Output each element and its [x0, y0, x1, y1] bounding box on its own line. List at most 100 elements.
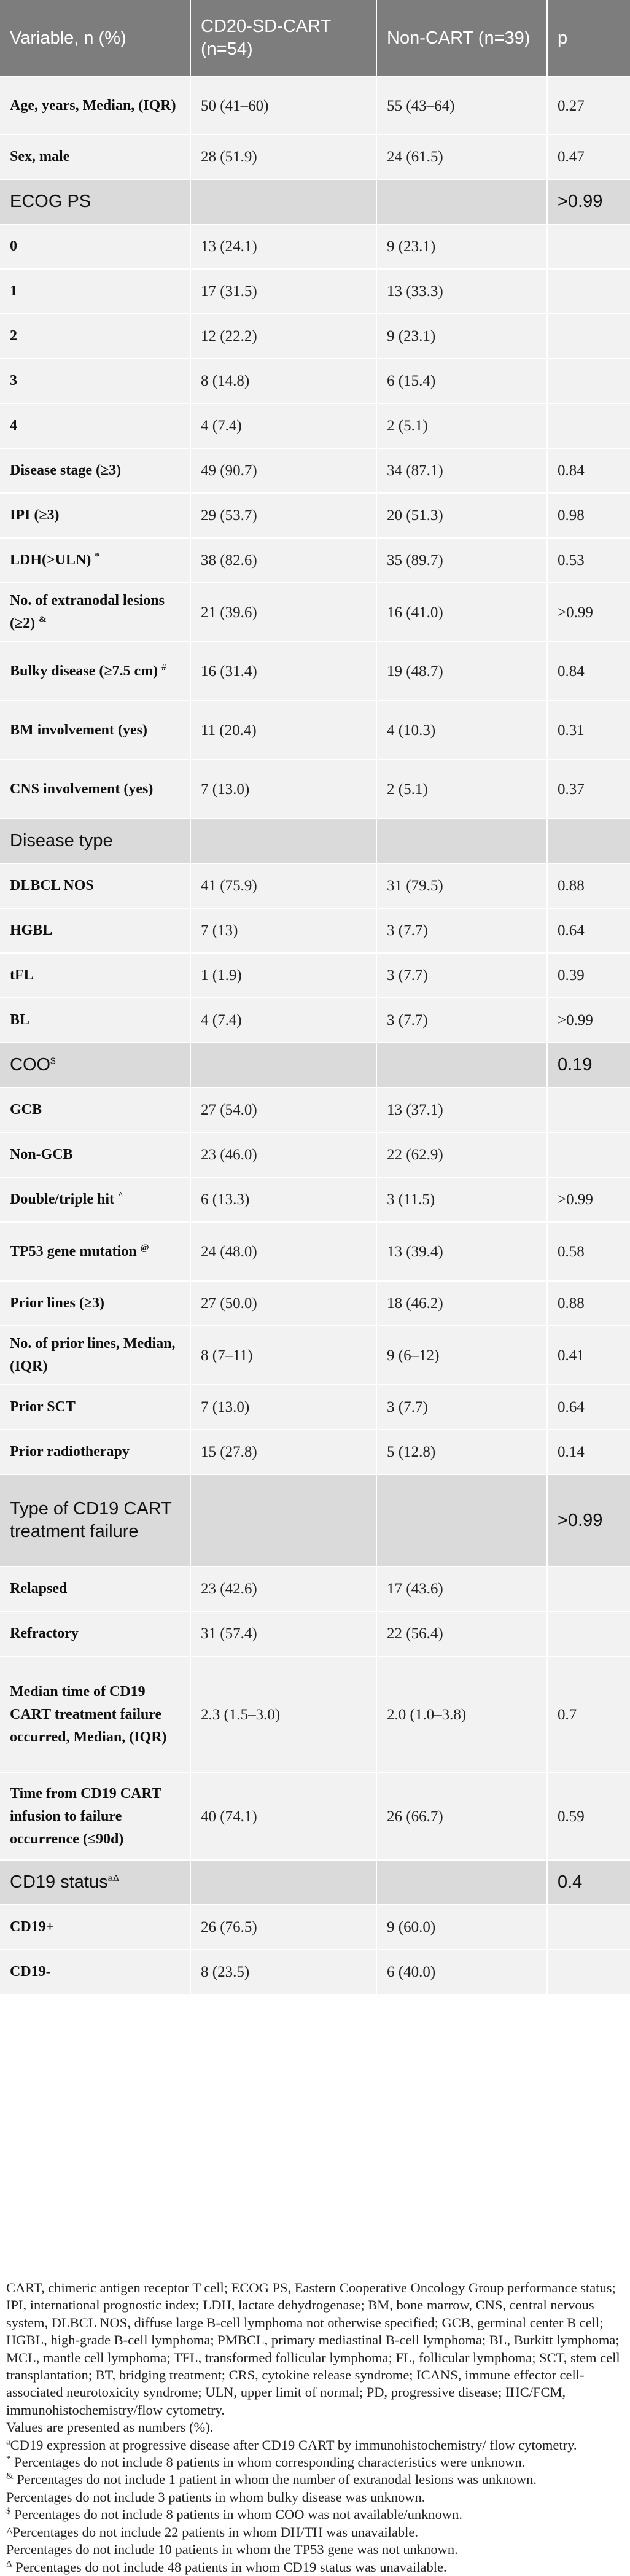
noncart-cell: 26 (66.7) — [376, 1773, 548, 1861]
row-label: CD19- — [0, 1950, 191, 1995]
section-label: Type of CD19 CART treatment failure — [0, 1474, 191, 1567]
row-label: Sex, male — [0, 134, 191, 180]
row-label: No. of extranodal lesions (≥2) & — [0, 583, 191, 642]
section-row: Type of CD19 CART treatment failure >0.99 — [0, 1474, 630, 1567]
cart-cell: 17 (31.5) — [190, 269, 377, 314]
row-label: HGBL — [0, 908, 191, 954]
table-row: No. of prior lines, Median, (IQR) 8 (7–11… — [0, 1326, 630, 1385]
cart-cell: 21 (39.6) — [190, 583, 377, 642]
noncart-cell: 3 (7.7) — [376, 953, 548, 998]
table-row: tFL 1 (1.9) 3 (7.7) 0.39 — [0, 953, 630, 998]
row-label: Median time of CD19 CART treatment failu… — [0, 1656, 191, 1773]
table-row: Sex, male 28 (51.9) 24 (61.5) 0.47 — [0, 134, 630, 180]
cart-cell: 11 (20.4) — [190, 701, 377, 760]
baseline-characteristics-table: Variable, n (%) CD20-SD-CART (n=54) Non-… — [0, 0, 630, 1995]
footnote: $ Percentages do not include 8 patients … — [6, 2506, 462, 2523]
table-header-row: Variable, n (%) CD20-SD-CART (n=54) Non-… — [0, 0, 630, 77]
p-value-cell — [547, 403, 630, 449]
cart-cell: 28 (51.9) — [190, 134, 377, 180]
noncart-cell: 13 (39.4) — [376, 1222, 548, 1282]
table-row: Relapsed 23 (42.6) 17 (43.6) — [0, 1566, 630, 1612]
table-row: 2 12 (22.2) 9 (23.1) — [0, 314, 630, 359]
table-row: Bulky disease (≥7.5 cm) #16 (31.4) 19 (48… — [0, 642, 630, 701]
noncart-cell: 5 (12.8) — [376, 1430, 548, 1475]
row-label: Non-GCB — [0, 1132, 191, 1178]
noncart-cell: 2 (5.1) — [376, 760, 548, 819]
p-value-cell: 0.39 — [547, 953, 630, 998]
section-label: CD19 statusaΔ — [0, 1860, 191, 1905]
cart-cell: 27 (54.0) — [190, 1088, 377, 1133]
table-row: TP53 gene mutation @24 (48.0) 13 (39.4) 0.… — [0, 1222, 630, 1282]
footnote: aCD19 expression at progressive disease … — [6, 2437, 577, 2453]
noncart-cell: 3 (7.7) — [376, 1385, 548, 1430]
p-value-cell — [547, 1088, 630, 1133]
p-value-cell: 0.88 — [547, 863, 630, 909]
cart-cell: 26 (76.5) — [190, 1905, 377, 1950]
p-value-cell — [547, 1566, 630, 1612]
header-noncart: Non-CART (n=39) — [376, 0, 548, 77]
section-p-value: >0.99 — [547, 1474, 630, 1567]
footnote: & Percentages do not include 1 patient i… — [6, 2471, 537, 2488]
table-row: BL 4 (7.4) 3 (7.7) >0.99 — [0, 998, 630, 1043]
noncart-cell: 6 (40.0) — [376, 1950, 548, 1995]
section-label: Disease type — [0, 819, 191, 864]
cart-cell: 50 (41–60) — [190, 77, 377, 135]
row-label: Age, years, Median, (IQR) — [0, 77, 191, 135]
section-p-value: 0.4 — [547, 1860, 630, 1905]
footnote: * Percentages do not include 8 patients … — [6, 2454, 526, 2470]
noncart-cell: 3 (11.5) — [376, 1177, 548, 1223]
table-row: BM involvement (yes) 11 (20.4) 4 (10.3) 0.3… — [0, 701, 630, 760]
p-value-cell — [547, 1611, 630, 1657]
p-value-cell: 0.31 — [547, 701, 630, 760]
table-row: Time from CD19 CART infusion to failure … — [0, 1773, 630, 1861]
cart-cell: 8 (7–11) — [190, 1326, 377, 1385]
p-value-cell: 0.7 — [547, 1656, 630, 1773]
p-value-cell — [547, 269, 630, 314]
section-label: ECOG PS — [0, 179, 191, 225]
p-value-cell — [547, 359, 630, 404]
noncart-cell: 22 (62.9) — [376, 1132, 548, 1178]
cart-cell: 27 (50.0) — [190, 1281, 377, 1326]
footnote: Δ Percentages do not include 48 patients… — [6, 2559, 447, 2575]
p-value-cell: 0.84 — [547, 642, 630, 701]
table-row: No. of extranodal lesions (≥2) & 21 (39.6… — [0, 583, 630, 642]
row-label: Disease stage (≥3) — [0, 448, 191, 494]
section-label: COO$ — [0, 1043, 191, 1088]
p-value-cell: 0.84 — [547, 448, 630, 494]
p-value-cell: 0.59 — [547, 1773, 630, 1861]
table-row: Non-GCB 23 (46.0) 22 (62.9) — [0, 1132, 630, 1178]
table-row: Refractory 31 (57.4) 22 (56.4) — [0, 1611, 630, 1657]
noncart-cell: 2.0 (1.0–3.8) — [376, 1656, 548, 1773]
noncart-cell: 16 (41.0) — [376, 583, 548, 642]
cart-cell: 1 (1.9) — [190, 953, 377, 998]
cart-cell: 8 (14.8) — [190, 359, 377, 404]
cart-cell: 7 (13) — [190, 908, 377, 954]
cart-cell: 38 (82.6) — [190, 538, 377, 583]
section-p-value: >0.99 — [547, 179, 630, 225]
row-label: 1 — [0, 269, 191, 314]
table-body: Age, years, Median, (IQR) 50 (41–60) 55 (4… — [0, 77, 630, 1995]
p-value-cell: 0.98 — [547, 493, 630, 539]
table-row: HGBL 7 (13) 3 (7.7) 0.64 — [0, 908, 630, 954]
cart-cell: 13 (24.1) — [190, 224, 377, 270]
header-cart: CD20-SD-CART (n=54) — [190, 0, 377, 77]
noncart-cell: 9 (60.0) — [376, 1905, 548, 1950]
cart-cell: 31 (57.4) — [190, 1611, 377, 1657]
table-row: LDH(>ULN) * 38 (82.6) 35 (89.7) 0.53 — [0, 538, 630, 583]
p-value-cell: 0.88 — [547, 1281, 630, 1326]
noncart-cell: 13 (37.1) — [376, 1088, 548, 1133]
noncart-cell: 3 (7.7) — [376, 998, 548, 1043]
noncart-cell: 13 (33.3) — [376, 269, 548, 314]
footnote: Percentages do not include 3 patients in… — [6, 2489, 426, 2505]
p-value-cell — [547, 1132, 630, 1178]
cart-cell: 7 (13.0) — [190, 760, 377, 819]
table-row: CD19- 8 (23.5) 6 (40.0) — [0, 1950, 630, 1995]
footnote: CART, chimeric antigen receptor T cell; … — [6, 2280, 620, 2418]
table-row: CD19+ 26 (76.5) 9 (60.0) — [0, 1905, 630, 1950]
header-variable: Variable, n (%) — [0, 0, 191, 77]
row-label: BL — [0, 998, 191, 1043]
row-label: CNS involvement (yes) — [0, 760, 191, 819]
noncart-cell: 9 (23.1) — [376, 224, 548, 270]
noncart-cell: 34 (87.1) — [376, 448, 548, 494]
p-value-cell: >0.99 — [547, 1177, 630, 1223]
